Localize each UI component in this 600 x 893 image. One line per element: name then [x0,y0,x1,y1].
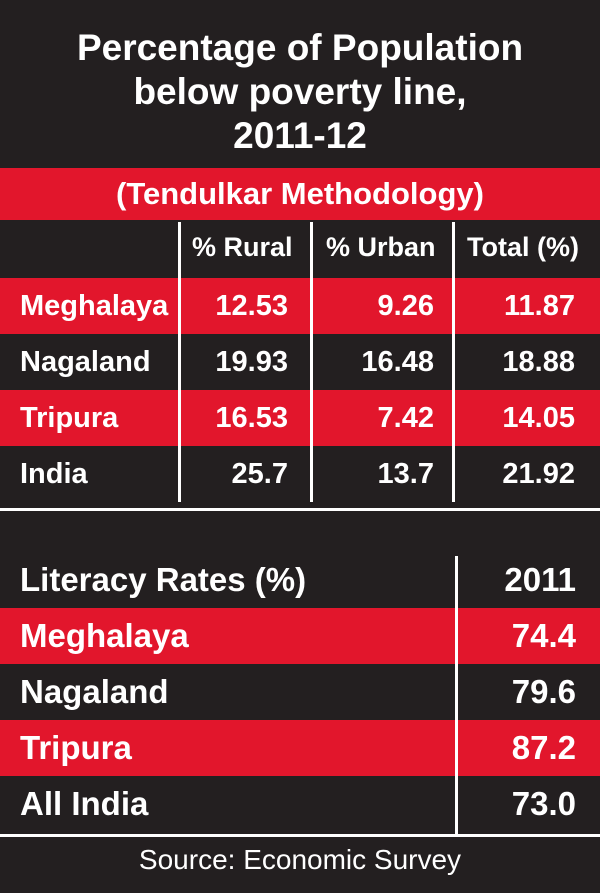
cell-urban: 7.42 [377,402,434,434]
cell-literacy: 73.0 [511,785,576,822]
cell-rural: 19.93 [215,346,288,378]
cell-rural: 12.53 [215,290,288,322]
column-divider [178,222,181,502]
column-divider [455,556,458,834]
header-total: Total (%) [467,232,579,262]
row-label-india: India [20,458,88,490]
cell-total: 18.88 [502,346,575,378]
row-label-meghalaya: Meghalaya [20,617,189,654]
cell-literacy: 87.2 [511,729,576,766]
column-divider [452,222,455,502]
cell-urban: 13.7 [377,458,434,490]
row-label-nagaland: Nagaland [20,346,151,378]
cell-literacy: 79.6 [511,673,576,710]
title-line-2: below poverty line, [133,71,467,112]
column-divider [310,222,313,502]
title-line-3: 2011-12 [233,115,367,156]
section-divider [0,508,600,511]
row-highlight-tripura [0,390,600,446]
cell-total: 21.92 [502,458,575,490]
row-label-all-india: All India [20,785,149,822]
cell-rural: 25.7 [231,458,288,490]
row-label-tripura: Tripura [20,729,132,766]
header-rural: % Rural [192,232,293,262]
chart-title: Percentage of Population below poverty l… [0,26,600,158]
header-urban: % Urban [326,232,436,262]
row-label-tripura: Tripura [20,402,119,434]
cell-rural: 16.53 [215,402,288,434]
source-note: Source: Economic Survey [138,844,462,875]
cell-urban: 9.26 [377,290,434,322]
cell-literacy: 74.4 [511,617,576,654]
subtitle-band: (Tendulkar Methodology) [0,168,600,220]
row-highlight-tripura [0,720,600,776]
literacy-header-label: Literacy Rates (%) [20,561,307,598]
row-highlight-meghalaya [0,608,600,664]
cell-total: 14.05 [502,402,575,434]
source-divider [0,834,600,837]
row-label-nagaland: Nagaland [20,673,169,710]
row-highlight-meghalaya [0,278,600,334]
cell-total: 11.87 [504,290,575,322]
literacy-header-year: 2011 [504,561,576,598]
title-line-1: Percentage of Population [76,27,524,68]
cell-urban: 16.48 [361,346,434,378]
row-label-meghalaya: Meghalaya [20,290,169,322]
